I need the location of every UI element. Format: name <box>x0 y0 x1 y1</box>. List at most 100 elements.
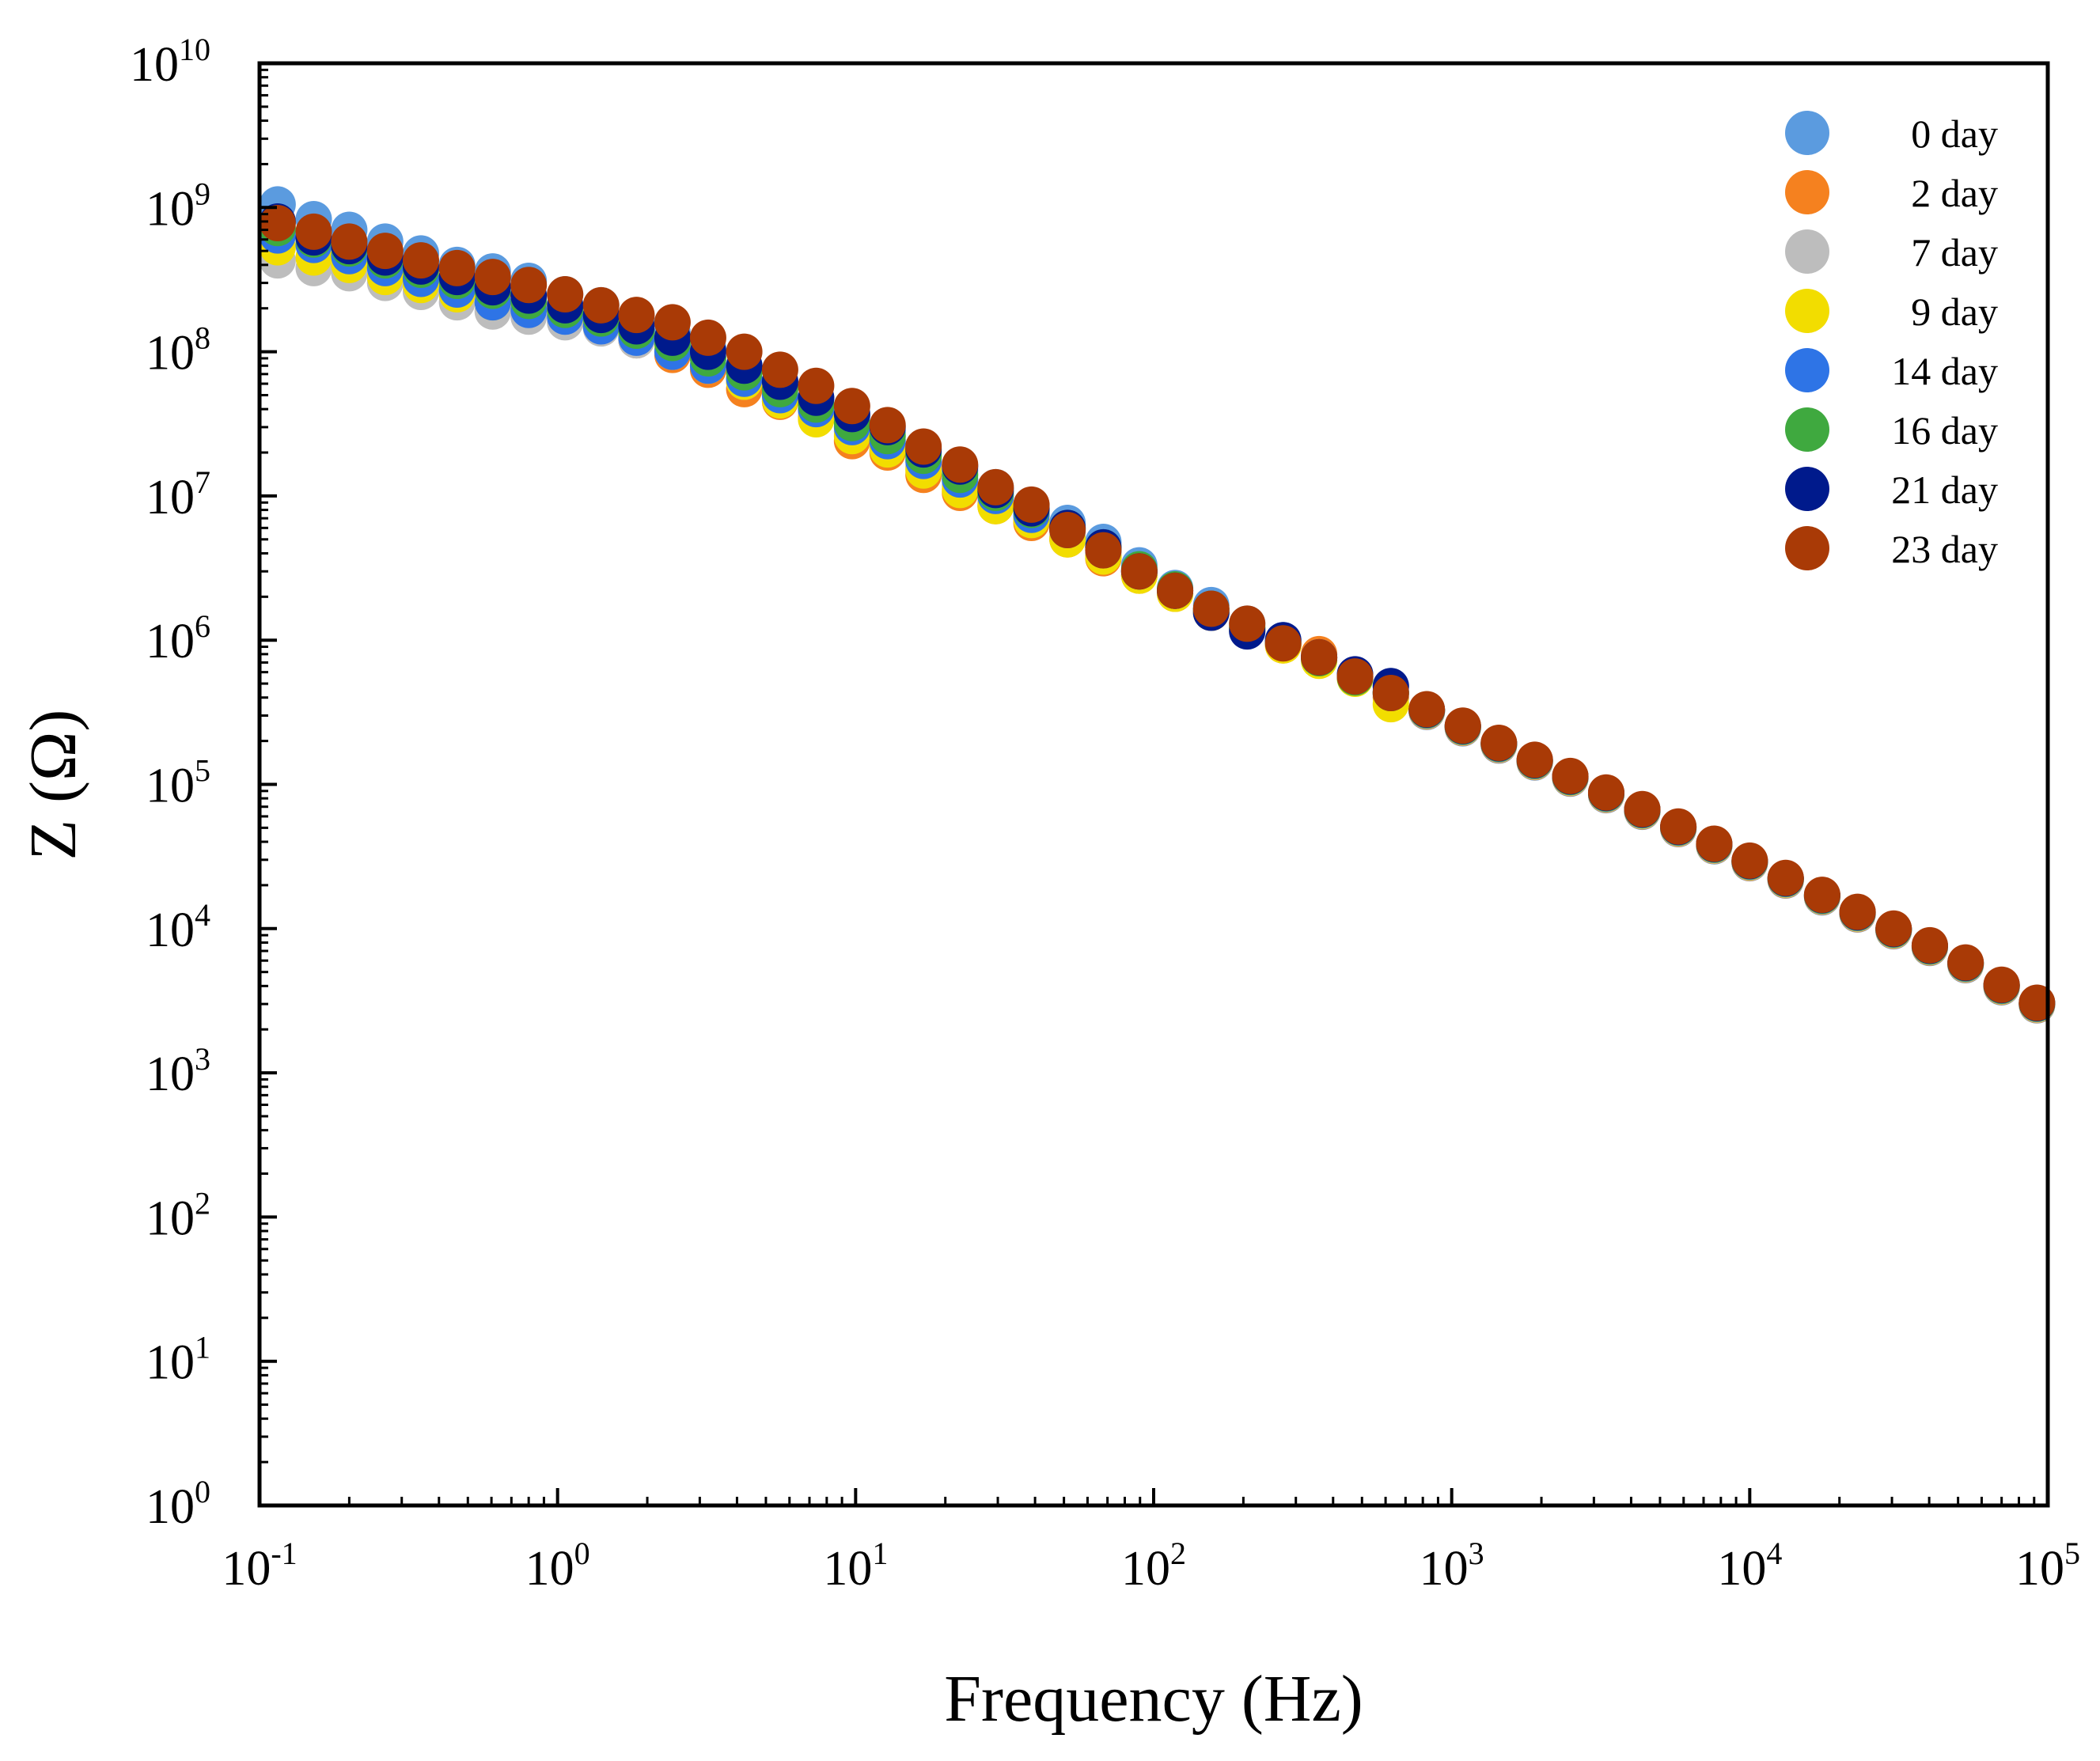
y-axis-ticks: 100 101 102 103 104 105 106 107 108 109 1010 <box>130 32 277 1534</box>
data-point <box>761 351 798 388</box>
data-point <box>402 242 439 279</box>
data-point <box>295 213 332 250</box>
data-point <box>1516 741 1553 778</box>
data-point <box>1085 532 1122 569</box>
data-point <box>1264 625 1302 662</box>
legend-marker <box>1785 526 1829 570</box>
legend-item: 21 day <box>1785 467 1998 512</box>
series-23-day <box>259 204 2056 1021</box>
data-point <box>582 286 620 324</box>
data-points <box>259 186 2056 1024</box>
data-point <box>654 304 691 341</box>
data-point <box>1624 790 1661 827</box>
legend-item: 2 day <box>1785 170 1998 215</box>
data-point <box>798 367 835 404</box>
x-tick-label: 105 <box>2015 1536 2080 1596</box>
legend-item: 14 day <box>1785 348 1998 393</box>
data-point <box>1731 842 1768 879</box>
data-point <box>977 468 1014 506</box>
data-point <box>366 233 404 270</box>
data-point <box>1803 877 1840 914</box>
legend-marker <box>1785 289 1829 333</box>
data-point <box>1660 808 1697 845</box>
data-point <box>1336 658 1374 695</box>
legend-marker <box>1785 348 1829 392</box>
data-point <box>1229 605 1266 642</box>
y-tick-label: 1010 <box>130 32 210 92</box>
data-point <box>331 223 368 260</box>
legend-label: 16 day <box>1891 408 1998 453</box>
y-tick-label: 104 <box>146 897 210 957</box>
legend-label: 21 day <box>1891 468 1998 512</box>
data-point <box>1696 825 1733 862</box>
data-point <box>618 297 655 334</box>
data-point <box>259 204 296 241</box>
legend-label: 23 day <box>1891 527 1998 571</box>
data-point <box>942 446 979 483</box>
legend-label: 7 day <box>1911 230 1998 275</box>
data-point <box>1049 512 1086 549</box>
data-point <box>905 428 942 465</box>
legend-marker <box>1785 111 1829 155</box>
data-point <box>1157 572 1194 609</box>
y-tick-label: 108 <box>146 320 210 381</box>
legend: 0 day 2 day 7 day 9 day 14 day 16 day 21 day 23… <box>1785 111 1998 571</box>
y-tick-label: 105 <box>146 753 210 813</box>
data-point <box>1947 944 1984 981</box>
data-point <box>1983 966 2020 1003</box>
y-tick-label: 102 <box>146 1185 210 1245</box>
x-tick-label: 101 <box>823 1536 888 1596</box>
data-point <box>1875 910 1912 947</box>
legend-item: 0 day <box>1785 111 1998 156</box>
data-point <box>1839 893 1876 930</box>
y-tick-label: 100 <box>146 1474 210 1534</box>
data-point <box>1372 675 1409 712</box>
data-point <box>1444 707 1481 744</box>
x-tick-label: 102 <box>1121 1536 1186 1596</box>
data-point <box>438 249 476 286</box>
y-tick-label: 103 <box>146 1041 210 1101</box>
data-point <box>1192 590 1230 627</box>
data-point <box>1767 859 1804 896</box>
data-point <box>474 259 511 296</box>
data-point <box>1552 757 1589 794</box>
x-tick-label: 104 <box>1717 1536 1782 1596</box>
legend-item: 7 day <box>1785 229 1998 275</box>
data-point <box>833 388 870 425</box>
data-point <box>1120 553 1158 590</box>
data-point <box>1301 638 1338 676</box>
x-tick-label: 10-1 <box>222 1536 297 1596</box>
data-point <box>547 276 584 313</box>
legend-label: 14 day <box>1891 349 1998 393</box>
legend-marker <box>1785 170 1829 214</box>
legend-label: 9 day <box>1911 290 1998 334</box>
legend-item: 23 day <box>1785 526 1998 571</box>
y-tick-label: 106 <box>146 608 210 668</box>
legend-label: 0 day <box>1911 112 1998 156</box>
x-axis-ticks: 10-1 100 101 102 103 104 105 <box>222 1488 2080 1596</box>
data-point <box>510 267 548 304</box>
data-point <box>1480 725 1518 762</box>
y-tick-label: 109 <box>146 176 210 236</box>
data-point <box>1911 926 1948 964</box>
legend-label: 2 day <box>1911 171 1998 215</box>
y-tick-label: 101 <box>146 1330 210 1390</box>
y-tick-label: 107 <box>146 464 210 525</box>
y-axis-label: Z (Ω) <box>17 710 90 861</box>
legend-item: 9 day <box>1785 289 1998 334</box>
legend-marker <box>1785 467 1829 511</box>
legend-marker <box>1785 407 1829 452</box>
data-point <box>1408 691 1446 728</box>
x-tick-label: 100 <box>525 1536 590 1596</box>
plot-frame <box>257 61 2050 1508</box>
data-point <box>1013 486 1050 523</box>
legend-marker <box>1785 229 1829 274</box>
legend-item: 16 day <box>1785 407 1998 453</box>
data-point <box>869 407 906 444</box>
data-point <box>1587 774 1624 811</box>
data-point <box>689 319 726 356</box>
data-point <box>726 333 763 370</box>
x-axis-label: Frequency (Hz) <box>944 1662 1363 1736</box>
x-tick-label: 103 <box>1420 1536 1484 1596</box>
